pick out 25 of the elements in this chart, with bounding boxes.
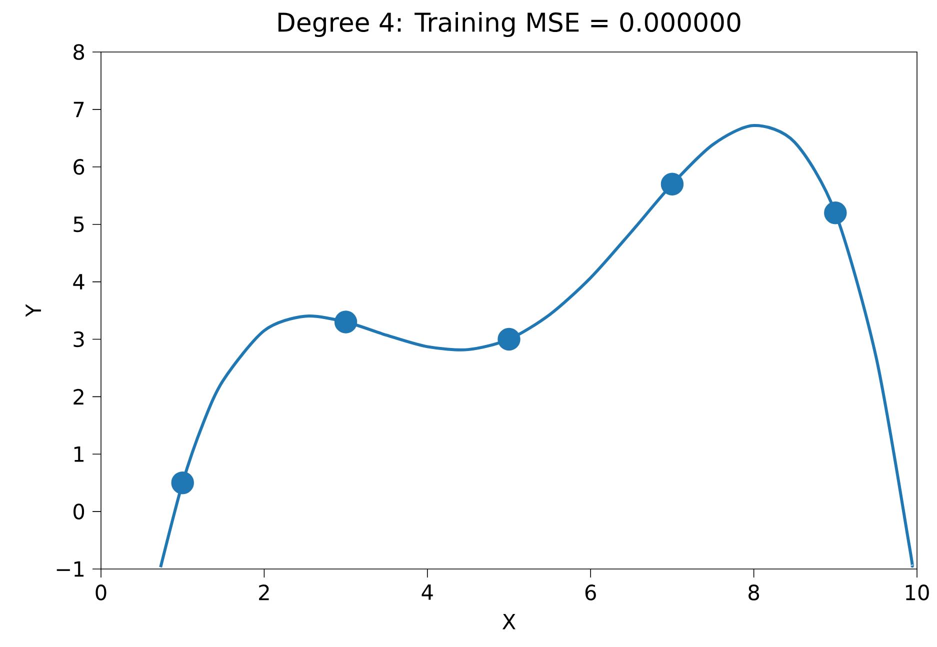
y-tick-label: 0 — [74, 504, 84, 520]
y-tick-label: 2 — [74, 388, 84, 404]
y-tick-label: 7 — [74, 102, 84, 118]
x-tick-label: 10 — [906, 584, 929, 600]
y-tick-label: 4 — [73, 274, 84, 290]
x-tick-label: 0 — [96, 584, 106, 600]
y-tick-label: 1 — [74, 446, 84, 462]
x-tick-label: 6 — [585, 584, 596, 600]
point — [660, 172, 684, 196]
point — [171, 471, 194, 494]
y-tick-label: 5 — [74, 216, 84, 232]
y-tick-label: 6 — [74, 158, 84, 175]
point — [334, 310, 358, 334]
y-tick-label: −1 — [56, 561, 84, 577]
y-axis-title: Y — [26, 304, 41, 317]
line-series — [159, 124, 914, 569]
x-axis-title: X — [502, 614, 516, 630]
x-tick-label: 2 — [259, 584, 269, 600]
x-tick-label: 8 — [748, 584, 760, 600]
y-tick-label: 8 — [74, 44, 84, 60]
x-tick-label: 4 — [422, 584, 433, 600]
point — [824, 202, 847, 224]
point — [498, 328, 520, 351]
chart-title: Degree 4: Training MSE = 0.000000 — [278, 12, 740, 38]
y-tick-label: 3 — [74, 331, 84, 348]
